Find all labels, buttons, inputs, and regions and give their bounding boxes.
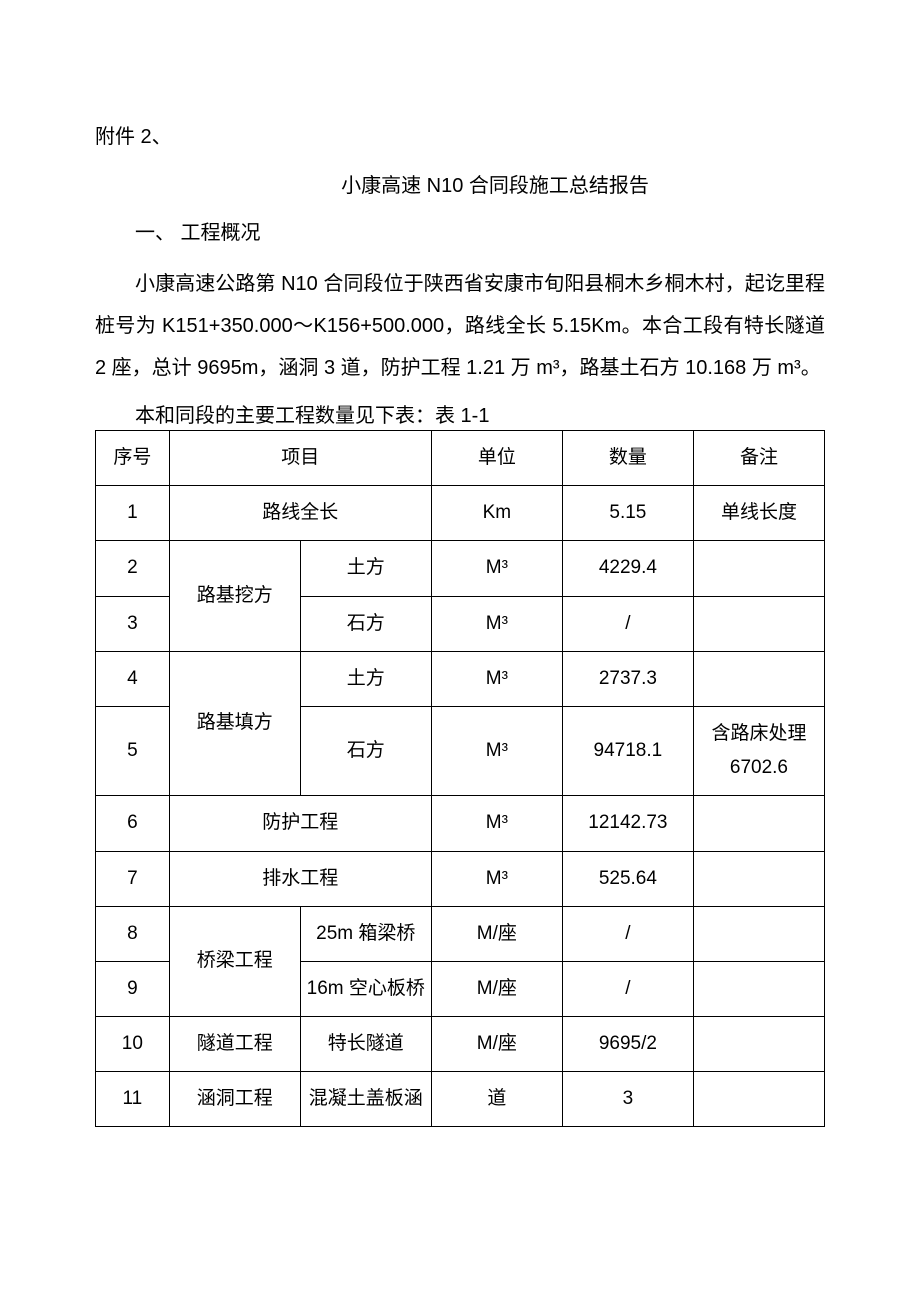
cell-note [693, 541, 824, 596]
cell-item: 排水工程 [169, 851, 431, 906]
cell-sub: 石方 [300, 706, 431, 795]
cell-unit: M³ [431, 851, 562, 906]
cell-seq: 5 [96, 706, 170, 795]
cell-note [693, 851, 824, 906]
cell-item: 隧道工程 [169, 1017, 300, 1072]
cell-seq: 2 [96, 541, 170, 596]
quantity-table: 序号 项目 单位 数量 备注 1 路线全长 Km 5.15 单线长度 2 路基挖… [95, 430, 825, 1127]
cell-seq: 9 [96, 961, 170, 1016]
table-row: 7 排水工程 M³ 525.64 [96, 851, 825, 906]
cell-note [693, 961, 824, 1016]
cell-item: 桥梁工程 [169, 906, 300, 1016]
cell-sub: 25m 箱梁桥 [300, 906, 431, 961]
cell-seq: 8 [96, 906, 170, 961]
cell-sub: 混凝土盖板涵 [300, 1072, 431, 1127]
cell-qty: 94718.1 [562, 706, 693, 795]
cell-sub: 16m 空心板桥 [300, 961, 431, 1016]
header-seq: 序号 [96, 431, 170, 486]
header-unit: 单位 [431, 431, 562, 486]
cell-item: 路线全长 [169, 486, 431, 541]
cell-item: 路基填方 [169, 651, 300, 796]
cell-note [693, 1072, 824, 1127]
table-row: 6 防护工程 M³ 12142.73 [96, 796, 825, 851]
cell-seq: 4 [96, 651, 170, 706]
table-caption: 本和同段的主要工程数量见下表：表 1-1 [95, 399, 825, 428]
cell-seq: 7 [96, 851, 170, 906]
cell-item: 路基挖方 [169, 541, 300, 651]
cell-unit: M³ [431, 541, 562, 596]
cell-note [693, 796, 824, 851]
overview-paragraph: 小康高速公路第 N10 合同段位于陕西省安康市旬阳县桐木乡桐木村，起讫里程桩号为… [95, 263, 825, 389]
table-row: 10 隧道工程 特长隧道 M/座 9695/2 [96, 1017, 825, 1072]
cell-sub: 土方 [300, 541, 431, 596]
table-row: 2 路基挖方 土方 M³ 4229.4 [96, 541, 825, 596]
cell-sub: 石方 [300, 596, 431, 651]
cell-seq: 6 [96, 796, 170, 851]
cell-note [693, 906, 824, 961]
table-header-row: 序号 项目 单位 数量 备注 [96, 431, 825, 486]
cell-item: 涵洞工程 [169, 1072, 300, 1127]
cell-unit: M/座 [431, 961, 562, 1016]
cell-unit: Km [431, 486, 562, 541]
cell-qty: 9695/2 [562, 1017, 693, 1072]
cell-qty: / [562, 596, 693, 651]
table-row: 1 路线全长 Km 5.15 单线长度 [96, 486, 825, 541]
report-title: 小康高速 N10 合同段施工总结报告 [95, 169, 825, 198]
cell-qty: 12142.73 [562, 796, 693, 851]
cell-qty: 3 [562, 1072, 693, 1127]
header-note: 备注 [693, 431, 824, 486]
table-row: 11 涵洞工程 混凝土盖板涵 道 3 [96, 1072, 825, 1127]
cell-unit: M/座 [431, 906, 562, 961]
cell-seq: 11 [96, 1072, 170, 1127]
table-row: 4 路基填方 土方 M³ 2737.3 [96, 651, 825, 706]
cell-sub: 土方 [300, 651, 431, 706]
header-item: 项目 [169, 431, 431, 486]
cell-note [693, 1017, 824, 1072]
cell-note [693, 651, 824, 706]
cell-qty: 525.64 [562, 851, 693, 906]
cell-seq: 3 [96, 596, 170, 651]
cell-item: 防护工程 [169, 796, 431, 851]
cell-qty: 4229.4 [562, 541, 693, 596]
cell-qty: / [562, 906, 693, 961]
cell-unit: M³ [431, 706, 562, 795]
header-qty: 数量 [562, 431, 693, 486]
cell-qty: 2737.3 [562, 651, 693, 706]
cell-unit: M³ [431, 651, 562, 706]
attachment-label: 附件 2、 [95, 120, 825, 149]
cell-note [693, 596, 824, 651]
cell-qty: 5.15 [562, 486, 693, 541]
cell-qty: / [562, 961, 693, 1016]
cell-unit: M³ [431, 796, 562, 851]
cell-unit: M³ [431, 596, 562, 651]
table-row: 8 桥梁工程 25m 箱梁桥 M/座 / [96, 906, 825, 961]
cell-note: 含路床处理6702.6 [693, 706, 824, 795]
section-heading: 一、 工程概况 [95, 216, 825, 245]
cell-unit: 道 [431, 1072, 562, 1127]
cell-sub: 特长隧道 [300, 1017, 431, 1072]
cell-seq: 10 [96, 1017, 170, 1072]
cell-note: 单线长度 [693, 486, 824, 541]
cell-seq: 1 [96, 486, 170, 541]
cell-unit: M/座 [431, 1017, 562, 1072]
